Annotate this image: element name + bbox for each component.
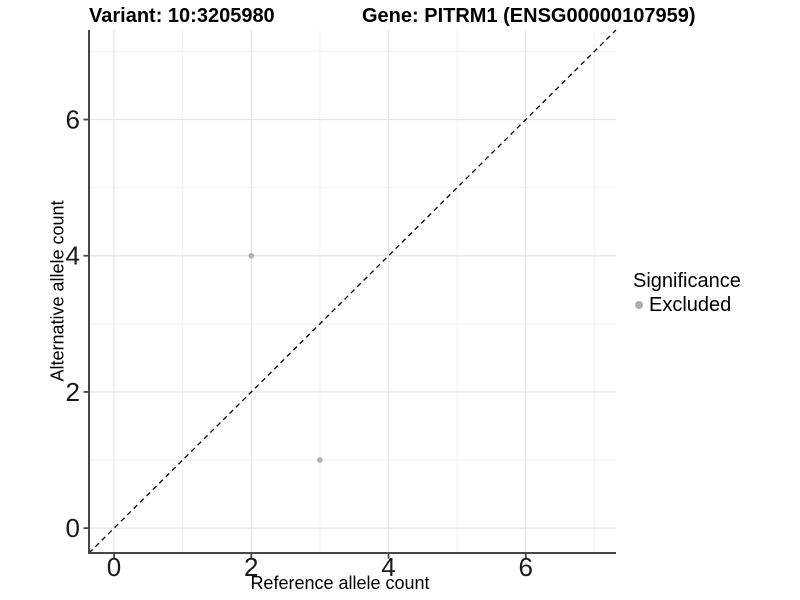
identity-line	[88, 29, 617, 554]
y-tick-label: 0	[66, 513, 80, 543]
excluded-point-icon	[635, 301, 643, 309]
y-tick-label: 6	[66, 105, 80, 135]
x-tick-label: 6	[519, 552, 533, 582]
y-axis-label: Alternative allele count	[47, 200, 68, 382]
x-tick-label: 0	[107, 552, 121, 582]
x-tick-label: 4	[381, 552, 395, 582]
legend-item-label: Excluded	[649, 294, 732, 316]
legend: Significance Excluded	[633, 269, 741, 317]
legend-title: Significance	[633, 270, 741, 292]
y-tick-label: 4	[66, 241, 80, 271]
gene-title: Gene: PITRM1 (ENSG00000107959)	[362, 5, 696, 27]
legend-item-excluded: Excluded	[633, 293, 741, 317]
data-point	[248, 252, 255, 259]
y-tick-label: 2	[66, 377, 80, 407]
data-point	[317, 457, 323, 463]
x-tick-label: 2	[244, 552, 258, 582]
variant-title: Variant: 10:3205980	[89, 5, 275, 27]
x-axis-label: Reference allele count	[250, 573, 430, 593]
